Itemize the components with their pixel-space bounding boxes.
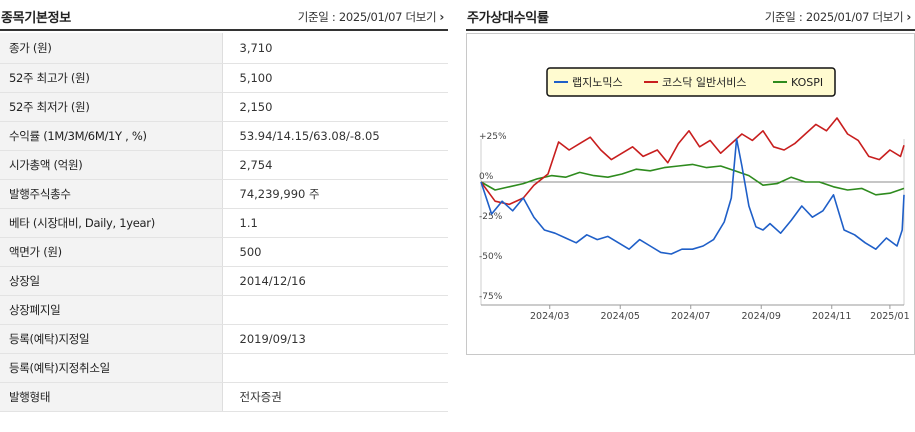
info-row-value: 5,100 xyxy=(222,63,448,93)
info-row-label: 상장폐지일 xyxy=(0,295,223,325)
chevron-right-icon: › xyxy=(906,10,911,24)
info-row-value: 2,150 xyxy=(222,92,448,122)
info-row: 액면가 (원) 500 xyxy=(0,237,448,267)
y-tick-label: +25% xyxy=(479,132,507,142)
info-row-value: 전자증권 xyxy=(222,382,448,412)
info-row: 베타 (시장대비, Daily, 1year) 1.1 xyxy=(0,208,448,238)
x-tick-label: 2024/11 xyxy=(812,311,851,322)
info-row-value: 500 xyxy=(222,237,448,267)
info-row-label: 베타 (시장대비, Daily, 1year) xyxy=(0,208,223,238)
info-row: 52주 최고가 (원) 5,100 xyxy=(0,63,448,93)
y-tick-label: -50% xyxy=(479,252,503,262)
info-row-label: 종가 (원) xyxy=(0,33,223,64)
series-line-0 xyxy=(480,138,905,255)
info-row: 수익률 (1M/3M/6M/1Y , %) 53.94/14.15/63.08/-… xyxy=(0,121,448,151)
y-tick-label: -75% xyxy=(479,292,503,302)
y-tick-label: -25% xyxy=(479,212,503,222)
x-tick-label: 2024/09 xyxy=(742,311,781,322)
info-row: 종가 (원) 3,710 xyxy=(0,33,448,64)
info-row-value: 3,710 xyxy=(222,33,448,64)
relative-return-panel: 주가상대수익률 기준일 : 2025/01/07 더보기 › +25% 0% -25%… xyxy=(466,0,915,432)
info-row: 발행형태 전자증권 xyxy=(0,382,448,412)
info-row-value: 74,239,990 주 xyxy=(222,179,448,209)
info-row: 발행주식총수 74,239,990 주 xyxy=(0,179,448,209)
more-label: 더보기 xyxy=(872,10,904,24)
more-link[interactable]: 더보기 › xyxy=(406,10,445,24)
info-row-label: 수익률 (1M/3M/6M/1Y , %) xyxy=(0,121,223,151)
info-row: 상장일 2014/12/16 xyxy=(0,266,448,296)
info-row-label: 52주 최저가 (원) xyxy=(0,92,223,122)
more-link[interactable]: 더보기 › xyxy=(873,10,912,24)
chevron-right-icon: › xyxy=(439,10,444,24)
info-row-label: 액면가 (원) xyxy=(0,237,223,267)
stock-info-base-date: 기준일 : 2025/01/07 더보기 › xyxy=(297,9,445,25)
legend-label: 랩지노믹스 xyxy=(572,76,623,89)
info-row-value: 53.94/14.15/63.08/-8.05 xyxy=(222,121,448,151)
x-tick-label: 2025/01 xyxy=(870,311,909,322)
info-row-value: 2019/09/13 xyxy=(222,324,448,354)
stock-info-header: 종목기본정보 기준일 : 2025/01/07 더보기 › xyxy=(0,0,448,31)
info-row-label: 52주 최고가 (원) xyxy=(0,63,223,93)
info-row-label: 발행형태 xyxy=(0,382,223,412)
x-tick-label: 2024/07 xyxy=(671,311,710,322)
info-row-label: 등록(예탁)지정취소일 xyxy=(0,353,223,383)
info-row-label: 발행주식총수 xyxy=(0,179,223,209)
series-line-2 xyxy=(480,163,905,196)
relative-return-title: 주가상대수익률 xyxy=(467,11,549,26)
relative-return-header: 주가상대수익률 기준일 : 2025/01/07 더보기 › xyxy=(466,0,915,31)
base-date-label: 기준일 : 2025/01/07 xyxy=(764,10,870,24)
legend-label: 코스닥 일반서비스 xyxy=(662,75,746,89)
legend-box xyxy=(546,67,836,97)
info-row-value: 2014/12/16 xyxy=(222,266,448,296)
relative-return-chart: +25% 0% -25% -50% -75% 2024/03 2024/05 2024/07 2… xyxy=(466,33,915,355)
stock-info-panel: 종목기본정보 기준일 : 2025/01/07 더보기 › 종가 (원) 3,710… xyxy=(0,0,448,432)
legend-label: KOSPI xyxy=(791,76,823,89)
info-row-value: 2,754 xyxy=(222,150,448,180)
more-label: 더보기 xyxy=(405,10,437,24)
info-row: 52주 최저가 (원) 2,150 xyxy=(0,92,448,122)
info-row-value: 1.1 xyxy=(222,208,448,238)
chart-legend: 랩지노믹스 코스닥 일반서비스 KOSPI xyxy=(546,67,836,97)
info-row-label: 등록(예탁)지정일 xyxy=(0,324,223,354)
info-row-label: 시가총액 (억원) xyxy=(0,150,223,180)
info-row: 상장폐지일 xyxy=(0,295,448,325)
info-row-value xyxy=(222,295,448,325)
info-row: 등록(예탁)지정일 2019/09/13 xyxy=(0,324,448,354)
stock-info-title: 종목기본정보 xyxy=(1,11,71,26)
info-row-label: 상장일 xyxy=(0,266,223,296)
info-row: 시가총액 (억원) 2,754 xyxy=(0,150,448,180)
info-row: 등록(예탁)지정취소일 xyxy=(0,353,448,383)
stock-info-table: 종가 (원) 3,710 52주 최고가 (원) 5,100 52주 최저가 (원) 2,… xyxy=(0,33,448,412)
chart-svg: +25% 0% -25% -50% -75% 2024/03 2024/05 2024/07 2… xyxy=(479,67,910,322)
base-date-label: 기준일 : 2025/01/07 xyxy=(297,10,403,24)
info-row-value xyxy=(222,353,448,383)
x-tick-label: 2024/03 xyxy=(530,311,569,322)
relative-return-base-date: 기준일 : 2025/01/07 더보기 › xyxy=(764,9,912,25)
y-tick-label: 0% xyxy=(479,172,494,182)
x-tick-label: 2024/05 xyxy=(601,311,640,322)
series-line-1 xyxy=(480,117,905,206)
